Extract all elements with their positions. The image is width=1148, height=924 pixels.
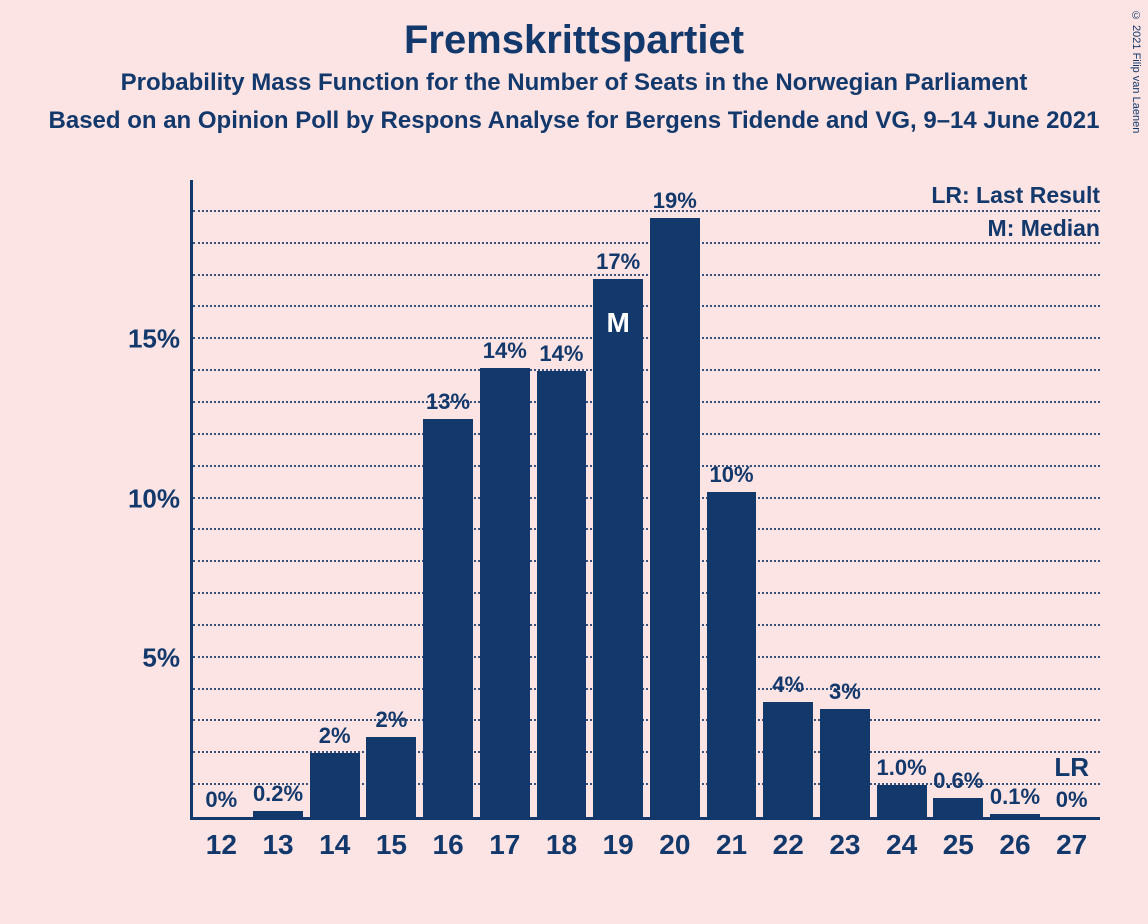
bar: 2%	[366, 737, 416, 817]
bar-slot: 2%14	[306, 180, 363, 817]
x-tick-label: 20	[659, 829, 690, 861]
x-tick-label: 17	[489, 829, 520, 861]
x-tick-label: 12	[206, 829, 237, 861]
bar-value-label: 13%	[426, 389, 470, 415]
x-axis	[190, 817, 1100, 820]
bar-slot: 0.2%13	[250, 180, 307, 817]
bar: 2%	[310, 753, 360, 817]
bar: 0.1%	[990, 814, 1040, 817]
x-tick-label: 15	[376, 829, 407, 861]
chart-container: LR: Last Result M: Median 0%120.2%132%14…	[110, 180, 1120, 880]
chart-subtitle: Probability Mass Function for the Number…	[0, 69, 1148, 97]
y-tick-label: 15%	[100, 324, 180, 355]
bar-value-label: 4%	[772, 672, 804, 698]
chart-source: Based on an Opinion Poll by Respons Anal…	[0, 107, 1148, 135]
bar: 0.2%	[253, 811, 303, 817]
bar-slot: 2%15	[363, 180, 420, 817]
bar: 14%	[537, 371, 587, 817]
bar: 1.0%	[877, 785, 927, 817]
title-block: Fremskrittspartiet Probability Mass Func…	[0, 0, 1148, 135]
bar-slot: 0.1%26	[987, 180, 1044, 817]
bar: 14%	[480, 368, 530, 817]
bar-value-label: 14%	[539, 341, 583, 367]
bar-value-label: 1.0%	[877, 755, 927, 781]
y-tick-label: 5%	[100, 642, 180, 673]
bar: 10%	[707, 492, 757, 817]
bar-value-label: 0%	[205, 787, 237, 813]
bar-slot: 13%16	[420, 180, 477, 817]
bar-value-label: 10%	[709, 462, 753, 488]
x-tick-label: 14	[319, 829, 350, 861]
x-tick-label: 16	[433, 829, 464, 861]
bar-value-label: 2%	[319, 723, 351, 749]
y-tick-label: 10%	[100, 483, 180, 514]
x-tick-label: 27	[1056, 829, 1087, 861]
bar: 17%M	[593, 279, 643, 817]
x-tick-label: 26	[999, 829, 1030, 861]
bar-value-label: 3%	[829, 679, 861, 705]
bar-slot: 10%21	[703, 180, 760, 817]
bar: 19%	[650, 218, 700, 817]
x-tick-label: 13	[262, 829, 293, 861]
bar-value-label: 0%	[1056, 787, 1088, 813]
bar-slot: 19%20	[647, 180, 704, 817]
x-tick-label: 19	[603, 829, 634, 861]
bar-slot: 0%12	[193, 180, 250, 817]
bar-slot: 14%18	[533, 180, 590, 817]
bar-value-label: 2%	[375, 707, 407, 733]
bar-slot: 0.6%25	[930, 180, 987, 817]
x-tick-label: 23	[829, 829, 860, 861]
last-result-marker: LR	[1054, 752, 1089, 783]
bar-value-label: 19%	[653, 188, 697, 214]
bar-value-label: 0.6%	[933, 768, 983, 794]
bars-group: 0%120.2%132%142%1513%1614%1714%1817%M191…	[193, 180, 1100, 817]
bar: 13%	[423, 419, 473, 817]
plot-area: LR: Last Result M: Median 0%120.2%132%14…	[190, 180, 1100, 820]
x-tick-label: 18	[546, 829, 577, 861]
bar: 0.6%	[933, 798, 983, 817]
bar: 4%	[763, 702, 813, 817]
bar-slot: 4%22	[760, 180, 817, 817]
bar-value-label: 0.2%	[253, 781, 303, 807]
bar-slot: 1.0%24	[873, 180, 930, 817]
x-tick-label: 25	[943, 829, 974, 861]
bar: 3%	[820, 709, 870, 817]
copyright-text: © 2021 Filip van Laenen	[1130, 10, 1142, 133]
bar-slot: 0%LR27	[1043, 180, 1100, 817]
x-tick-label: 24	[886, 829, 917, 861]
bar-value-label: 14%	[483, 338, 527, 364]
bar-value-label: 0.1%	[990, 784, 1040, 810]
bar-slot: 3%23	[817, 180, 874, 817]
chart-title: Fremskrittspartiet	[0, 18, 1148, 63]
bar-slot: 17%M19	[590, 180, 647, 817]
x-tick-label: 22	[773, 829, 804, 861]
bar-value-label: 17%	[596, 249, 640, 275]
median-marker: M	[606, 307, 629, 339]
bar-slot: 14%17	[476, 180, 533, 817]
x-tick-label: 21	[716, 829, 747, 861]
